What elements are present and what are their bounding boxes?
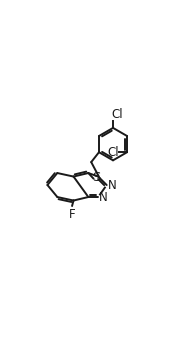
Text: N: N	[108, 179, 116, 192]
Text: S: S	[92, 171, 100, 184]
Text: F: F	[68, 208, 75, 221]
Text: Cl: Cl	[112, 107, 123, 121]
Text: Cl: Cl	[107, 146, 119, 159]
Text: N: N	[99, 190, 108, 203]
